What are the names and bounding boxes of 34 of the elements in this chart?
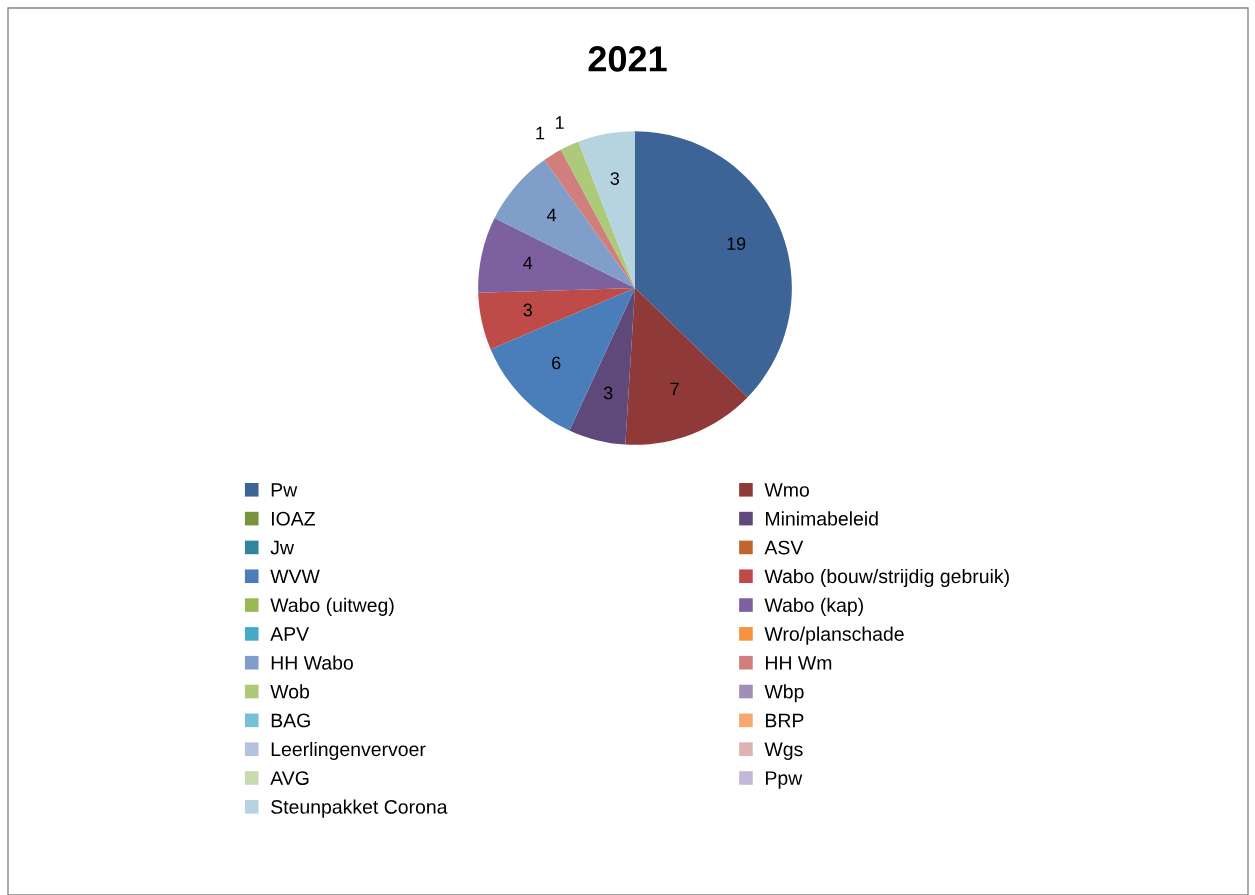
legend-label: Wabo (kap): [764, 597, 863, 616]
legend-label: Steunpakket Corona: [271, 799, 448, 818]
data-label: 7: [670, 382, 679, 396]
data-label: 4: [547, 208, 557, 222]
legend-label: WVW: [270, 569, 320, 584]
legend-label: AVG: [270, 771, 309, 785]
legend-label: HH Wabo: [271, 655, 353, 670]
legend-label: Minimabeleid: [766, 511, 878, 526]
legend-label: Wro/planschade: [764, 626, 904, 645]
data-label: 1: [536, 126, 545, 140]
legend-label: Ppw: [766, 771, 803, 789]
legend-label: BRP: [766, 713, 804, 728]
data-label: 3: [523, 303, 532, 317]
data-label: 1: [555, 116, 564, 129]
legend-label: Pw: [271, 483, 298, 497]
legend-label: Wob: [270, 684, 310, 699]
legend-label: Wgs: [764, 742, 803, 761]
legend-label: ASV: [764, 540, 804, 555]
legend-label: HH Wm: [766, 656, 832, 670]
data-label: 3: [610, 172, 620, 185]
data-label: 4: [523, 256, 533, 270]
legend-label: IOAZ: [272, 511, 315, 526]
legend-label: BAG: [271, 713, 310, 728]
chart-title: 2021: [588, 46, 667, 72]
data-label: 3: [603, 386, 613, 400]
legend-label: Jw: [270, 540, 295, 555]
legend-label: Wbp: [764, 684, 804, 703]
legend-label: Wmo: [764, 483, 809, 497]
legend-label: Wabo (uitweg): [270, 597, 394, 616]
legend-label: APV: [270, 627, 310, 641]
legend-label: Wabo (bouw/strijdig gebruik): [764, 568, 1009, 588]
data-label: 19: [727, 237, 746, 251]
legend-label: Leerlingenvervoer: [271, 741, 426, 761]
data-label: 6: [552, 356, 561, 370]
